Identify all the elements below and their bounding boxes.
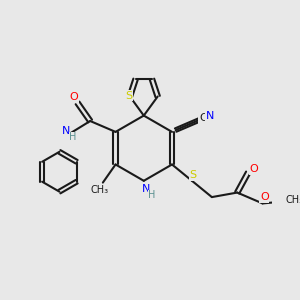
Text: S: S bbox=[125, 91, 133, 100]
Text: N: N bbox=[141, 184, 150, 194]
Text: C: C bbox=[199, 113, 207, 123]
Text: N: N bbox=[206, 111, 214, 121]
Text: CH₃: CH₃ bbox=[285, 195, 300, 205]
Text: O: O bbox=[70, 92, 78, 103]
Text: H: H bbox=[69, 132, 77, 142]
Text: H: H bbox=[148, 190, 156, 200]
Text: O: O bbox=[249, 164, 258, 174]
Text: N: N bbox=[61, 126, 70, 136]
Text: S: S bbox=[189, 170, 197, 180]
Text: CH₃: CH₃ bbox=[90, 185, 108, 195]
Text: O: O bbox=[260, 192, 269, 202]
